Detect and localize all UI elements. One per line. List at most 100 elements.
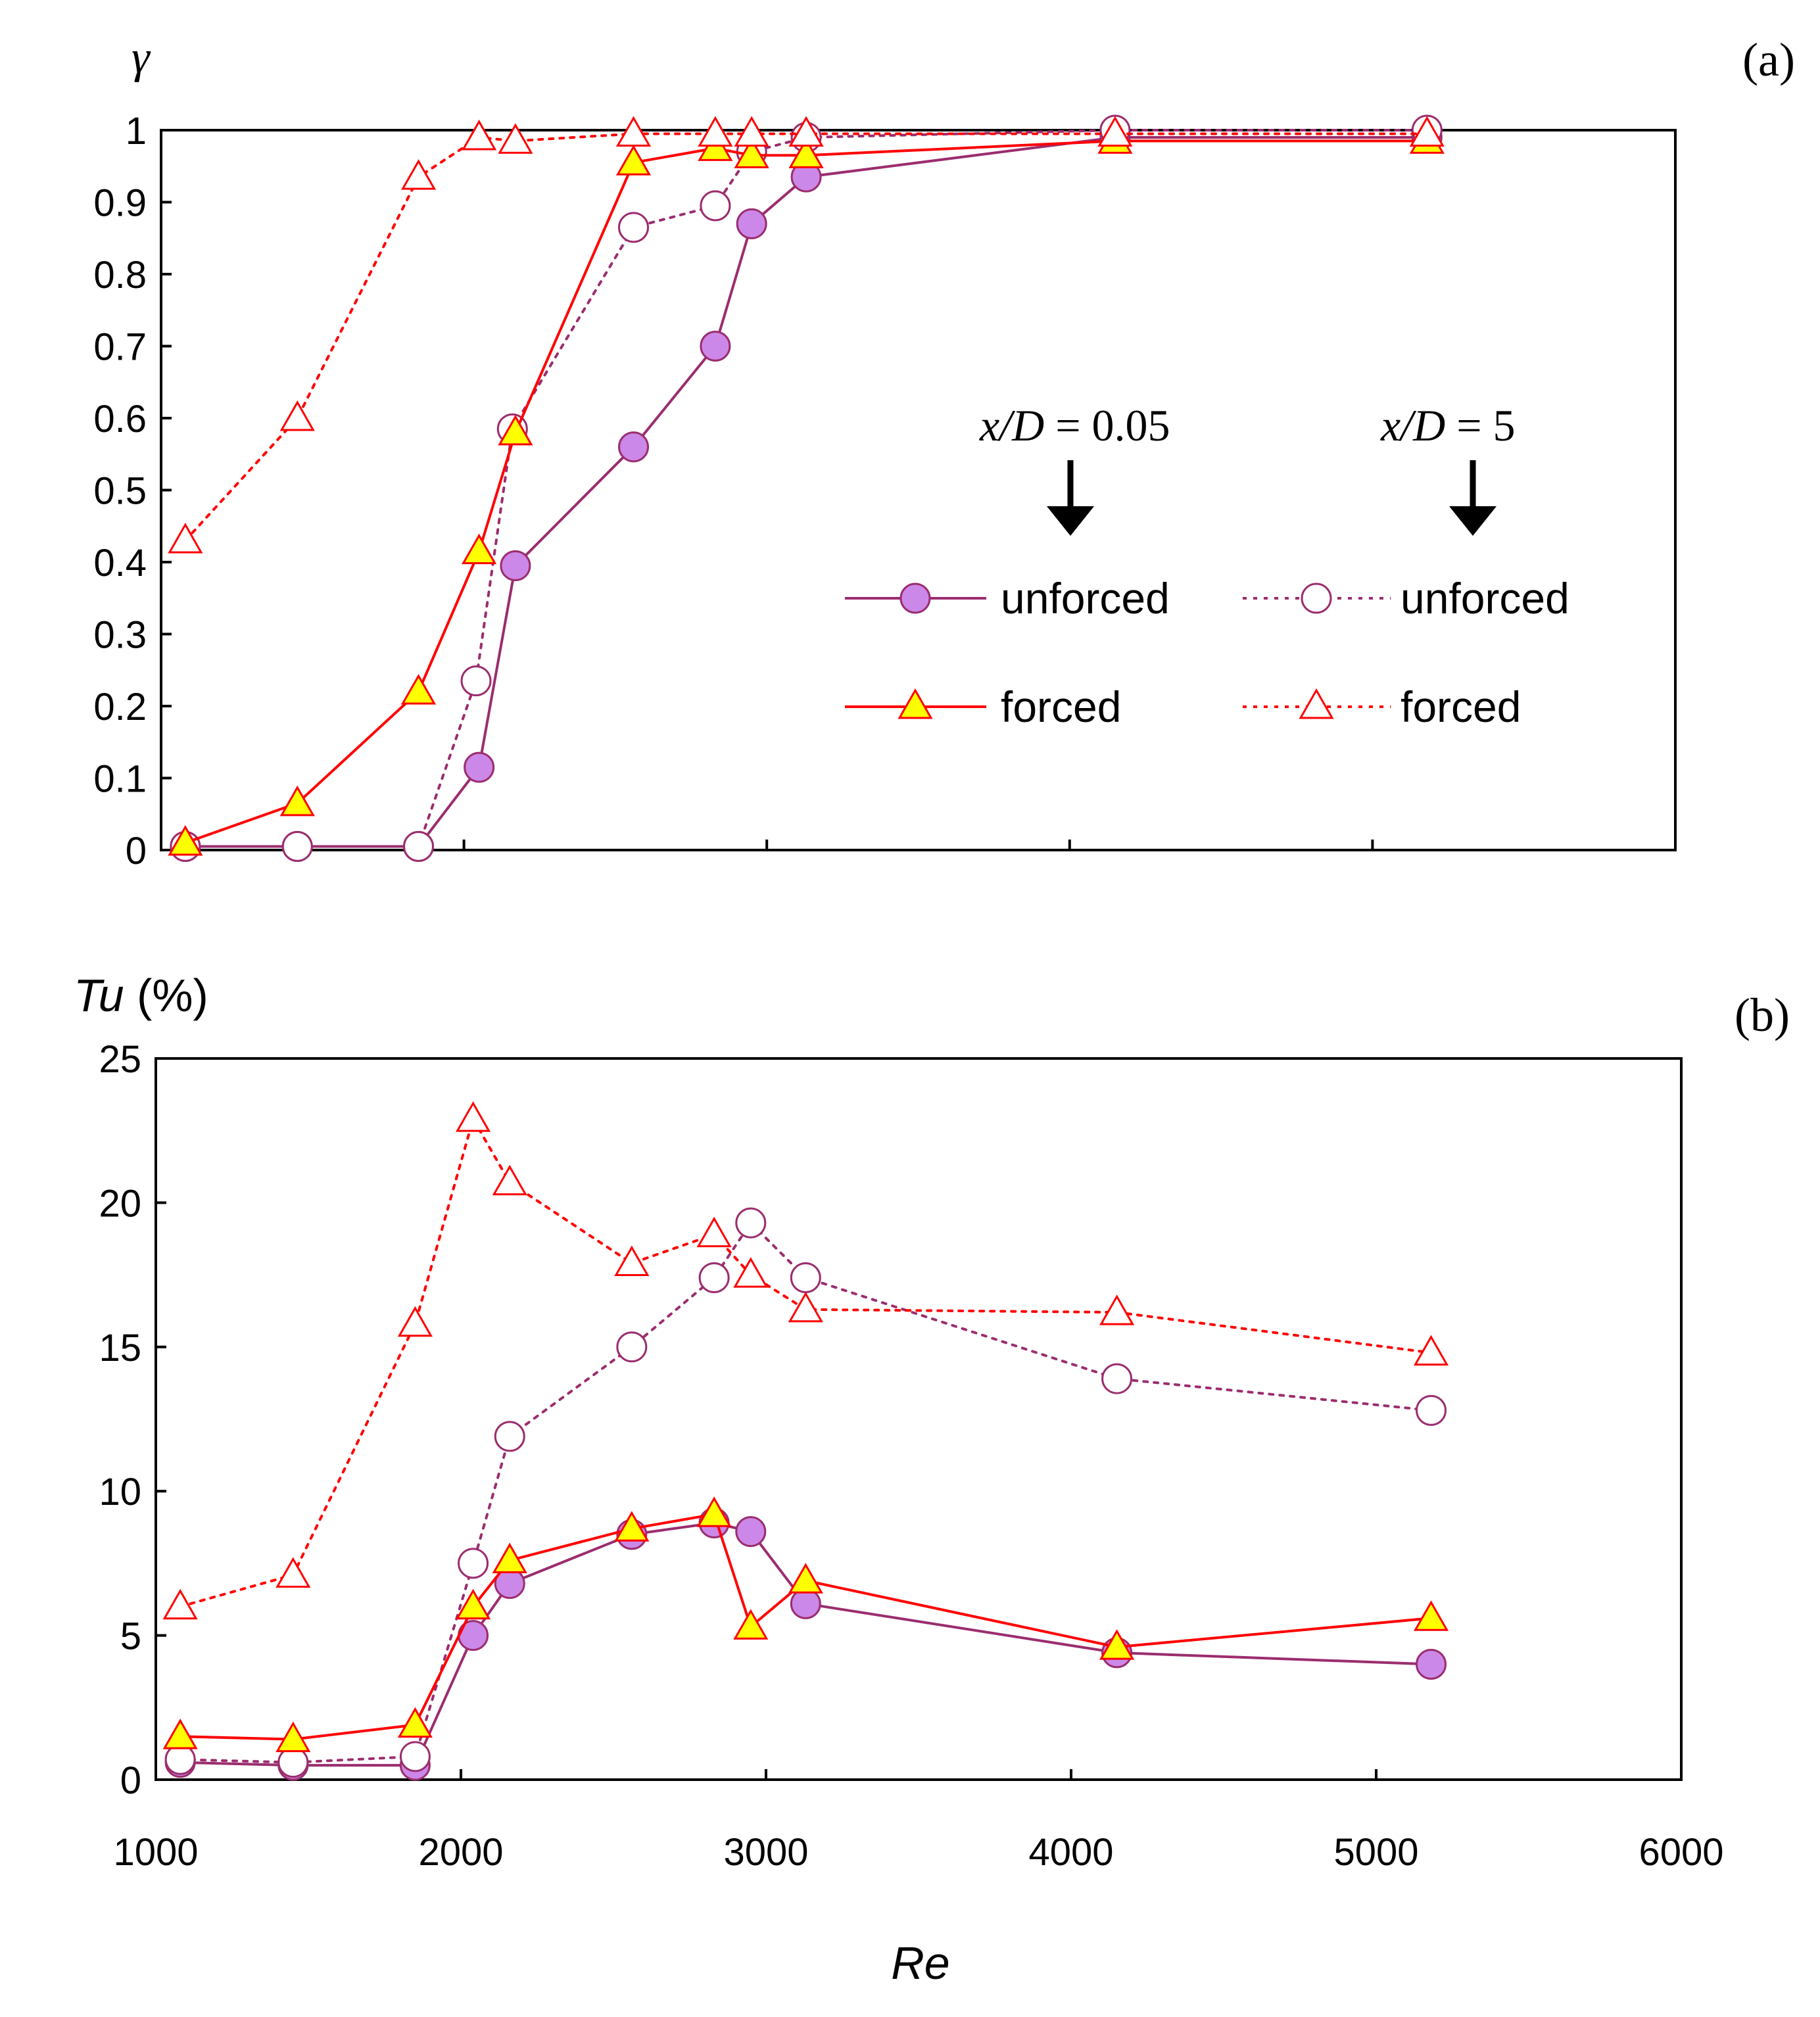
data-point [696,1216,732,1248]
data-point [698,1262,730,1293]
annotation-x-over-d-005: x/D = 0.05 [979,400,1170,450]
filled-triangle-marker-icon [898,688,933,719]
x-tick-label: 2000 [418,1831,503,1874]
series-line [183,132,1429,542]
data-point [788,1291,823,1323]
data-point [1416,1394,1447,1426]
data-point [615,116,652,147]
data-point [1097,116,1133,147]
open-circle-marker-icon [1301,582,1332,614]
data-point [275,1721,311,1753]
y-tick-label: 25 [99,1038,141,1081]
series-open-triangle [168,116,1445,554]
data-point [397,1306,433,1337]
data-point [788,116,824,147]
panel-b-label: (b) [1735,989,1790,1041]
data-point [1413,1335,1449,1366]
legend-label-unforced-near: unforced [1001,574,1170,623]
series-open-circle [170,114,1443,863]
y-tick-label: 0.3 [93,614,147,657]
series-open-circle [164,1207,1447,1778]
data-point [400,674,437,705]
data-point [455,1101,491,1132]
annotation-x-over-d-005-italic: x/D [979,400,1044,450]
y-tick-label: 5 [120,1615,141,1658]
series-line [183,129,1429,848]
x-tick-label: 4000 [1028,1831,1113,1874]
data-point [464,751,495,783]
y-tick-label: 10 [99,1471,141,1513]
panel-b-x-axis: 1000 2000 3000 4000 5000 6000 [113,1769,1724,1874]
data-point [735,1207,767,1239]
filled-circle-marker-icon [899,582,931,614]
data-point [498,414,533,446]
data-point [614,1511,650,1542]
panel-a-y-axis: 0 0.1 0.2 0.3 0.4 0.5 0.6 0.7 0.8 0.9 1 [93,110,172,872]
panel-a-x-axis [160,840,1677,850]
panel-b-ylabel: Tu (%) [74,970,208,1021]
down-arrow-icon [1449,460,1497,536]
data-point [698,116,733,147]
legend: unforced unforced forced forced [845,574,1569,731]
data-point [399,1741,431,1772]
panel-b-xlabel: Re [891,1937,949,1989]
y-tick-label: 0.8 [93,254,147,297]
data-point [1409,116,1445,147]
y-tick-label: 0.6 [93,398,147,440]
series-filled-circle [170,122,1443,863]
data-point [279,785,315,817]
y-tick-label: 1 [126,110,147,153]
legend-entry-forced-near: forced [845,682,1121,731]
annotation-x-over-d-005-value: = 0.05 [1044,400,1170,450]
data-point [790,1262,821,1293]
data-point [168,825,203,856]
annotation-x-over-d-5-italic: x/D [1380,400,1445,450]
data-point [618,212,650,243]
data-point [494,1421,525,1452]
data-point [460,665,492,697]
legend-entry-unforced-far: unforced [1243,574,1569,623]
panel-a-ylabel: γ [132,32,151,83]
data-point [462,533,497,565]
x-tick-label: 6000 [1639,1831,1723,1874]
data-point [790,1588,821,1619]
data-point [400,159,437,190]
data-point [788,137,824,168]
data-point [1413,1600,1449,1631]
data-point [1099,1629,1135,1660]
y-tick-label: 0.4 [93,542,147,584]
y-tick-label: 0.2 [93,686,147,728]
data-point [615,145,652,176]
series-filled-triangle [162,1496,1449,1753]
data-point [614,1245,650,1277]
series-open-triangle [162,1101,1449,1620]
data-point [734,137,769,168]
data-point [700,331,731,362]
panel-b-series [162,1101,1449,1781]
series-line [180,1513,1431,1741]
data-point [498,123,533,154]
y-tick-label: 20 [99,1182,141,1225]
data-point [788,1563,823,1594]
y-tick-label: 0 [126,830,147,872]
series-filled-triangle [168,123,1445,856]
panel-b-ylabel-symbol: Tu [74,970,124,1021]
legend-entry-unforced-near: unforced [845,574,1170,623]
data-point [1101,1363,1133,1394]
data-point [618,431,650,463]
panel-b-plot-frame [155,1057,1683,1781]
panel-a-series [168,114,1445,863]
data-point [700,190,731,222]
x-tick-label: 3000 [723,1831,808,1874]
data-point [733,1257,769,1288]
data-point [397,1707,433,1738]
data-point [455,1588,491,1620]
legend-label-forced-near: forced [1001,682,1121,731]
x-tick-label: 5000 [1333,1831,1418,1874]
legend-label-forced-far: forced [1401,682,1521,731]
data-point [458,1548,489,1579]
data-point [492,1542,527,1574]
data-point [164,1744,196,1775]
y-tick-label: 0.9 [93,182,147,225]
